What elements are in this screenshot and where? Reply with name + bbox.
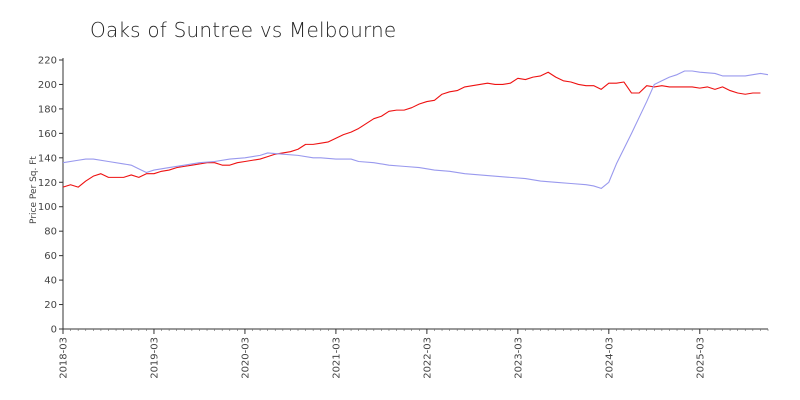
y-tick-label: 100 <box>38 202 57 213</box>
x-axis-ticks: 2018-03 2019-03 2020-03 2021-03 2022-03 2023-… <box>59 329 769 379</box>
series-line-2 <box>62 70 769 189</box>
y-axis-label: Price Per Sq. Ft <box>29 156 39 224</box>
x-tick-label: 2025-03 <box>695 337 706 379</box>
x-tick-label: 2024-03 <box>604 337 615 379</box>
y-tick-label: 0 <box>51 325 57 336</box>
x-tick-label: 2023-03 <box>513 337 524 379</box>
y-tick-label: 80 <box>44 227 57 238</box>
y-tick-label: 40 <box>44 276 57 287</box>
x-tick-label: 2022-03 <box>422 337 433 379</box>
x-tick-label: 2020-03 <box>240 337 251 379</box>
axes <box>62 58 768 330</box>
y-tick-label: 120 <box>38 178 57 189</box>
y-tick-label: 60 <box>44 251 57 262</box>
y-axis-ticks: 0 20 40 60 80 100 120 140 160 180 200 220 <box>38 56 63 336</box>
x-tick-label: 2018-03 <box>59 337 70 379</box>
y-tick-label: 180 <box>38 104 57 115</box>
y-tick-label: 160 <box>38 129 57 140</box>
y-tick-label: 20 <box>44 300 57 311</box>
series-layer <box>62 70 769 189</box>
chart-title: Oaks of Suntree vs Melbourne <box>90 18 397 42</box>
series-line-1 <box>62 71 761 188</box>
y-tick-label: 200 <box>38 80 57 91</box>
y-tick-label: 220 <box>38 56 57 67</box>
x-tick-label: 2021-03 <box>331 337 342 379</box>
x-tick-label: 2019-03 <box>149 337 160 379</box>
y-tick-label: 140 <box>38 153 57 164</box>
